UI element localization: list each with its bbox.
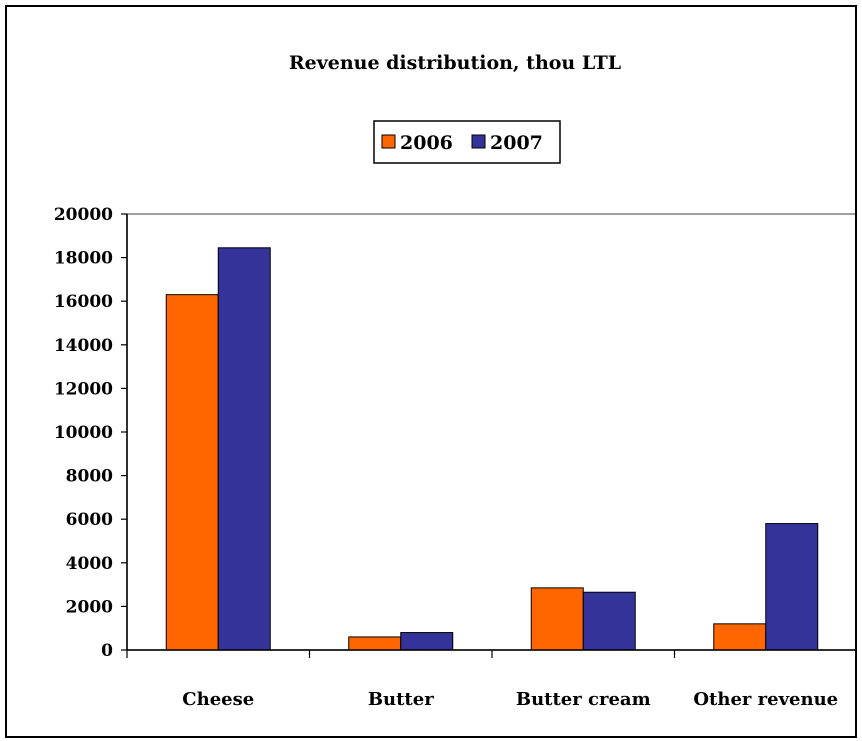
bar-2007-cheese: [217, 247, 271, 651]
legend-label-2006: 2006: [400, 132, 453, 154]
x-tick-label: Other revenue: [693, 689, 838, 710]
y-tick-label: 8000: [66, 467, 113, 487]
bar-2006-other-revenue: [713, 623, 767, 651]
y-tick-label: 12000: [54, 379, 113, 399]
x-tick-label: Butter cream: [516, 689, 651, 710]
y-tick-label: 4000: [66, 554, 113, 574]
y-tick-label: 20000: [54, 205, 113, 225]
bar-chart: Revenue distribution, thou LTL 2006 2007 …: [54, 52, 858, 710]
y-tick-label: 16000: [54, 292, 113, 312]
y-tick-label: 18000: [54, 249, 113, 269]
y-tick-label: 2000: [66, 597, 113, 617]
y-tick-label: 10000: [54, 423, 113, 443]
chart-legend: 2006 2007: [373, 120, 561, 164]
y-tick-label: 6000: [66, 510, 113, 530]
bar-2006-butter: [348, 636, 402, 651]
y-tick-label: 0: [101, 641, 113, 661]
bar-2007-other-revenue: [765, 523, 819, 651]
legend-swatch-2006: [381, 134, 396, 149]
y-tick-label: 14000: [54, 336, 113, 356]
legend-swatch-2007: [471, 134, 486, 149]
x-tick-label: Cheese: [182, 689, 254, 710]
bar-2006-butter-cream: [530, 587, 584, 651]
bar-2006-cheese: [165, 294, 219, 651]
legend-label-2007: 2007: [490, 132, 543, 154]
chart-title: Revenue distribution, thou LTL: [289, 52, 621, 74]
bar-2007-butter: [400, 632, 454, 651]
x-tick-label: Butter: [368, 689, 434, 710]
legend-box: [373, 120, 561, 164]
bar-2007-butter-cream: [582, 591, 636, 651]
chart-frame: Revenue distribution, thou LTL 2006 2007 …: [5, 5, 858, 738]
